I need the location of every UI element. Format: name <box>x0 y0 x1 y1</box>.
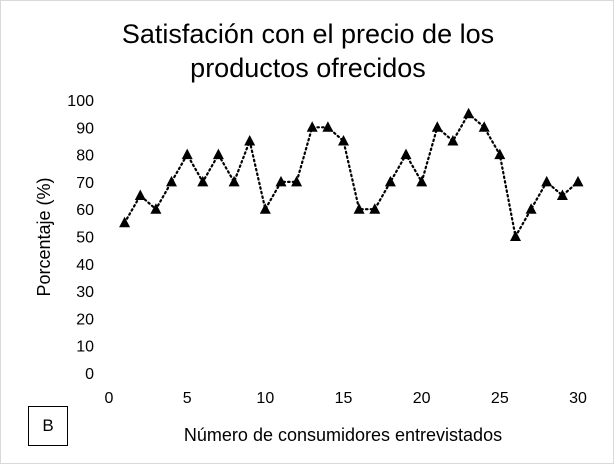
data-point-marker <box>338 135 349 146</box>
y-axis-label: Porcentaje (%) <box>34 177 54 296</box>
y-tick-label: 30 <box>76 284 94 301</box>
x-tick-label: 30 <box>569 390 587 407</box>
data-point-marker <box>478 121 490 132</box>
data-point-marker <box>463 107 475 119</box>
x-tick-label: 25 <box>491 390 509 407</box>
data-point-marker <box>400 148 412 160</box>
data-point-marker <box>525 203 537 214</box>
data-point-marker <box>416 175 428 187</box>
data-point-marker <box>197 175 209 187</box>
panel-label: B <box>42 416 54 435</box>
data-point-marker <box>119 216 131 228</box>
data-point-marker <box>181 148 193 160</box>
y-tick-label: 0 <box>85 366 94 383</box>
y-tick-labels: 0 10 20 30 40 50 60 70 80 90 100 <box>67 93 94 383</box>
y-tick-label: 50 <box>76 230 94 247</box>
y-tick-label: 40 <box>76 257 94 274</box>
y-tick-label: 10 <box>76 339 94 356</box>
data-point-marker <box>259 203 271 214</box>
data-point-marker <box>494 148 506 160</box>
x-tick-labels: 0 5 10 15 20 25 30 <box>105 390 587 407</box>
data-point-marker <box>228 175 240 187</box>
panel-label-box: B <box>28 406 68 446</box>
data-point-marker <box>556 189 568 200</box>
data-point-marker <box>510 230 521 241</box>
data-point-marker <box>431 121 443 132</box>
y-tick-label: 60 <box>76 202 94 219</box>
y-tick-label: 20 <box>76 311 94 328</box>
x-axis-label: Número de consumidores entrevistados <box>184 425 502 445</box>
x-tick-label: 10 <box>256 390 274 407</box>
x-tick-label: 20 <box>413 390 431 407</box>
data-point-marker <box>306 121 318 132</box>
data-point-marker <box>353 203 365 214</box>
data-point-marker <box>541 175 553 187</box>
data-point-marker <box>291 175 303 187</box>
series-line <box>123 111 580 240</box>
chart-title-line-2: productos ofrecidos <box>190 53 426 83</box>
data-point-marker <box>150 203 162 214</box>
data-point-marker <box>572 175 584 187</box>
data-point-marker <box>134 189 146 200</box>
x-tick-label: 5 <box>183 390 192 407</box>
data-point-marker <box>244 135 256 146</box>
chart-title: Satisfación con el precio de los product… <box>1 17 614 85</box>
y-tick-label: 90 <box>76 120 94 137</box>
x-tick-label: 0 <box>105 390 114 407</box>
data-point-marker <box>384 175 396 187</box>
series-markers <box>119 107 584 241</box>
x-tick-label: 15 <box>335 390 353 407</box>
y-tick-label: 100 <box>67 93 94 110</box>
data-point-marker <box>369 203 381 214</box>
chart-title-line-1: Satisfación con el precio de los <box>121 19 495 49</box>
y-tick-label: 80 <box>76 148 94 165</box>
y-tick-label: 70 <box>76 175 94 192</box>
data-point-marker <box>212 148 224 160</box>
data-point-marker <box>322 121 334 132</box>
data-point-marker <box>275 175 287 187</box>
data-point-marker <box>447 135 459 146</box>
data-point-marker <box>166 175 177 187</box>
